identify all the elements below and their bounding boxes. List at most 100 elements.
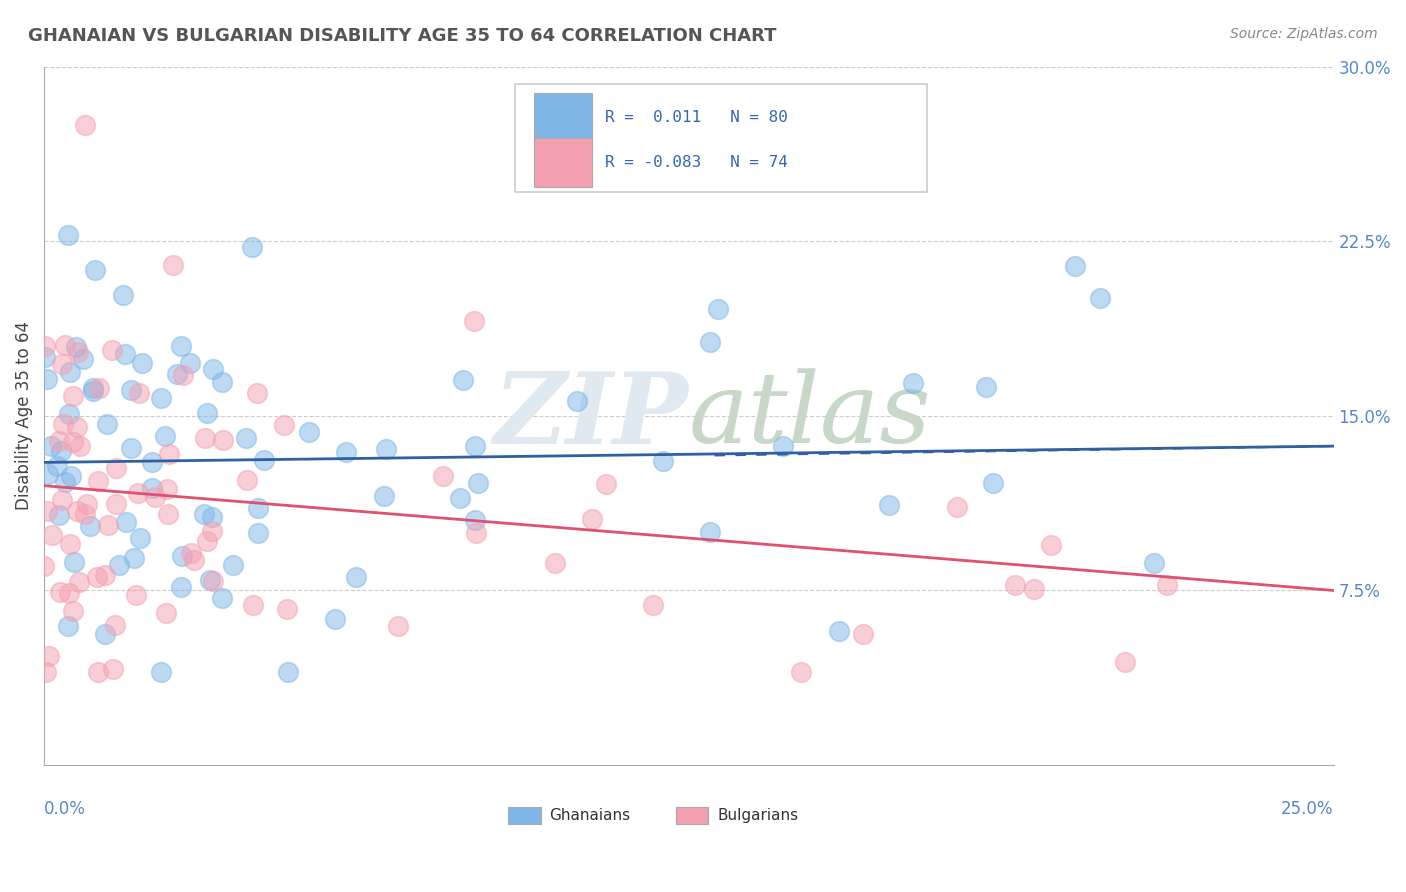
Point xyxy=(65,340,87,354)
Bar xyxy=(676,807,709,824)
Point xyxy=(465,526,488,541)
Point xyxy=(34,339,56,353)
Point xyxy=(453,373,475,387)
Point xyxy=(375,442,398,456)
Point xyxy=(41,527,63,541)
Point xyxy=(235,431,257,445)
Point xyxy=(59,469,82,483)
Point xyxy=(82,381,104,395)
Point xyxy=(276,601,298,615)
Point xyxy=(72,351,94,366)
Point xyxy=(1143,556,1166,570)
Point xyxy=(128,385,150,400)
Point xyxy=(37,372,59,386)
Bar xyxy=(534,93,592,142)
Point xyxy=(1064,259,1087,273)
Point xyxy=(58,407,80,421)
Point xyxy=(273,417,295,432)
Point xyxy=(200,524,222,538)
Point xyxy=(323,612,346,626)
Point xyxy=(236,473,259,487)
Point xyxy=(180,546,202,560)
Point xyxy=(141,482,163,496)
Point xyxy=(150,391,173,405)
Text: 25.0%: 25.0% xyxy=(1281,800,1333,818)
Point xyxy=(51,357,73,371)
Point xyxy=(39,439,62,453)
Point xyxy=(143,490,166,504)
Point xyxy=(183,553,205,567)
Point xyxy=(62,435,84,450)
Point xyxy=(247,500,270,515)
Point xyxy=(212,433,235,447)
Point xyxy=(1040,538,1063,552)
Point xyxy=(46,458,69,473)
Point xyxy=(467,476,489,491)
Point xyxy=(202,574,225,589)
Point xyxy=(195,406,218,420)
Point xyxy=(48,434,70,449)
Point xyxy=(120,383,142,397)
Point xyxy=(66,504,89,518)
Point xyxy=(463,314,485,328)
Y-axis label: Disability Age 35 to 64: Disability Age 35 to 64 xyxy=(15,321,32,510)
Point xyxy=(298,425,321,440)
Point xyxy=(155,607,177,621)
Point xyxy=(201,510,224,524)
Point xyxy=(946,500,969,514)
Point xyxy=(699,525,721,540)
Point xyxy=(253,453,276,467)
Point xyxy=(699,335,721,350)
Point xyxy=(172,368,194,382)
Point xyxy=(107,558,129,572)
Point xyxy=(51,493,73,508)
FancyBboxPatch shape xyxy=(515,84,928,193)
Point xyxy=(162,258,184,272)
Point xyxy=(94,626,117,640)
Bar xyxy=(534,138,592,187)
Point xyxy=(149,665,172,679)
Point xyxy=(652,454,675,468)
Point xyxy=(464,439,486,453)
Point xyxy=(114,515,136,529)
Point xyxy=(828,624,851,639)
Point xyxy=(595,476,617,491)
Point xyxy=(335,445,357,459)
Point xyxy=(114,347,136,361)
Point xyxy=(179,356,201,370)
Point xyxy=(82,384,104,398)
Point xyxy=(75,118,97,132)
Point xyxy=(51,443,73,458)
Point xyxy=(58,227,80,242)
Point xyxy=(976,380,998,394)
Point xyxy=(87,474,110,488)
Point xyxy=(193,507,215,521)
Point xyxy=(127,485,149,500)
Point xyxy=(852,627,875,641)
Text: R = -0.083   N = 74: R = -0.083 N = 74 xyxy=(605,155,787,170)
Point xyxy=(38,649,60,664)
Point xyxy=(170,339,193,353)
Point xyxy=(62,389,84,403)
Point xyxy=(195,534,218,549)
Point xyxy=(83,263,105,277)
Point xyxy=(62,555,84,569)
Point xyxy=(641,598,664,612)
Text: Source: ZipAtlas.com: Source: ZipAtlas.com xyxy=(1230,27,1378,41)
Point xyxy=(66,344,89,359)
Point xyxy=(1004,577,1026,591)
Point xyxy=(59,365,82,379)
Point xyxy=(543,556,565,570)
Point xyxy=(120,441,142,455)
Text: R =  0.011   N = 80: R = 0.011 N = 80 xyxy=(605,110,787,125)
Point xyxy=(157,507,180,521)
Point xyxy=(277,665,299,679)
Point xyxy=(56,619,79,633)
Point xyxy=(53,337,76,351)
Point xyxy=(93,568,115,582)
Point xyxy=(565,394,588,409)
Point xyxy=(166,367,188,381)
Text: 0.0%: 0.0% xyxy=(44,800,86,818)
Point xyxy=(122,550,145,565)
Text: Ghanaians: Ghanaians xyxy=(550,808,631,823)
